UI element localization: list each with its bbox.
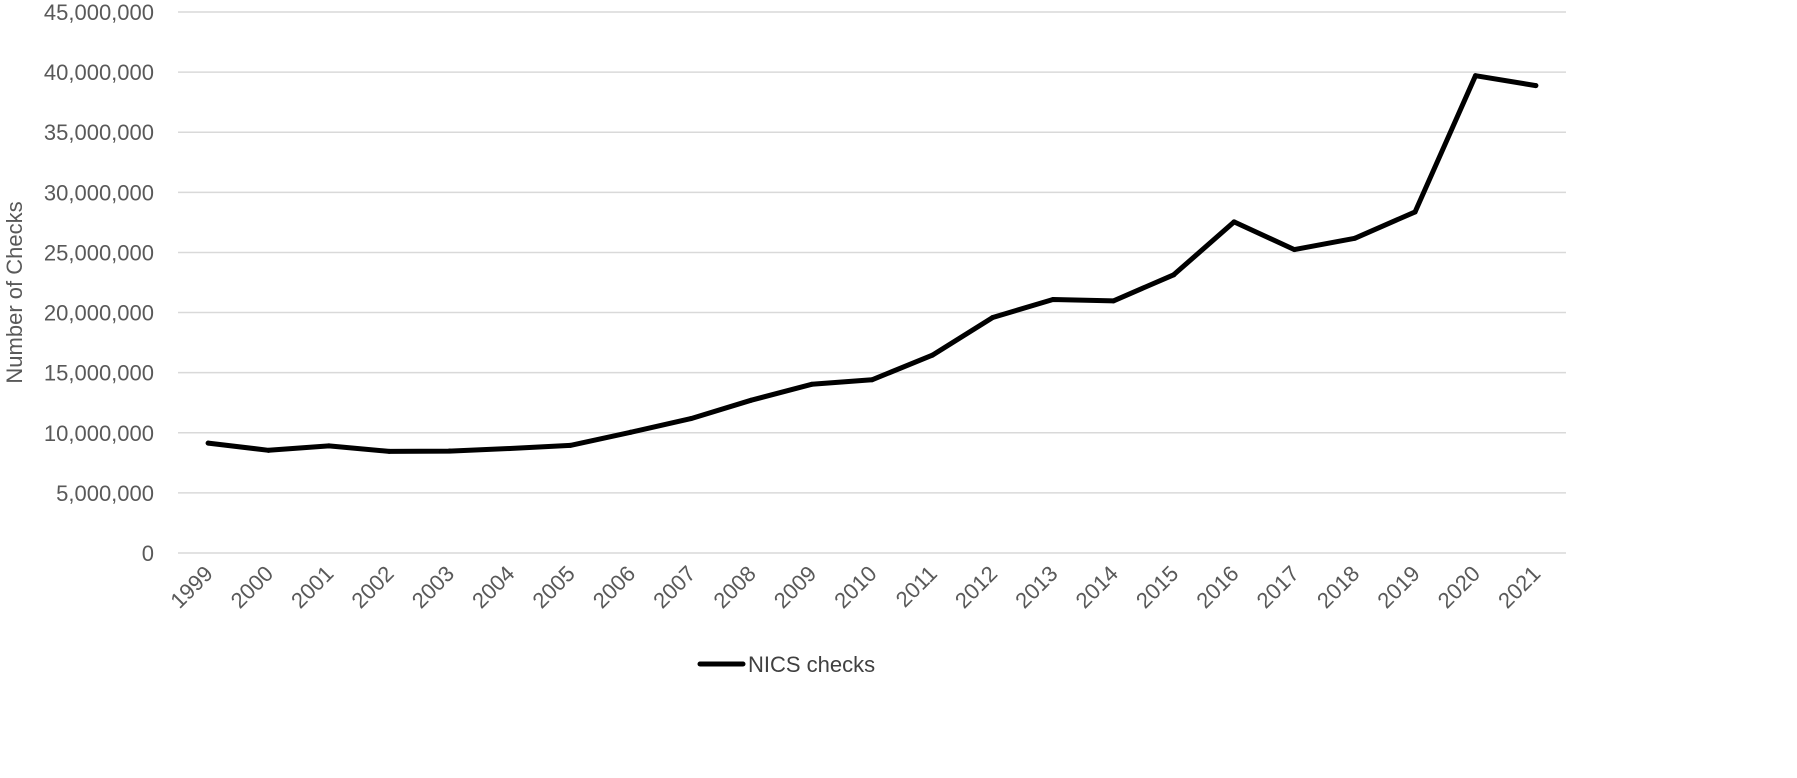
y-axis-tick-labels: 0 5,000,000 10,000,000 15,000,000 20,000,000… [44, 0, 154, 566]
x-tick-label: 2000 [226, 561, 278, 613]
legend-label-nics-checks: NICS checks [748, 652, 875, 677]
data-point [1412, 209, 1418, 215]
y-tick-label: 30,000,000 [44, 180, 154, 205]
data-point [1533, 83, 1539, 89]
x-tick-label: 2020 [1433, 561, 1485, 613]
data-point [869, 377, 875, 383]
x-tick-label: 2005 [528, 561, 580, 613]
data-point [205, 440, 211, 446]
x-tick-label: 2016 [1191, 561, 1243, 613]
data-point [1472, 73, 1478, 79]
data-point [688, 416, 694, 422]
x-tick-label: 2009 [769, 561, 821, 613]
x-tick-label: 2011 [891, 561, 942, 612]
series-layer [205, 73, 1539, 454]
x-tick-label: 2019 [1372, 561, 1424, 613]
y-axis-title: Number of Checks [2, 201, 27, 383]
data-point [929, 352, 935, 358]
y-tick-label: 0 [142, 541, 154, 566]
x-tick-label: 2017 [1252, 561, 1304, 613]
data-point [326, 443, 332, 449]
x-tick-label: 2010 [829, 561, 881, 613]
y-tick-label: 15,000,000 [44, 361, 154, 386]
y-tick-label: 10,000,000 [44, 421, 154, 446]
data-point [748, 397, 754, 403]
x-tick-label: 2014 [1071, 561, 1123, 613]
x-tick-label: 1999 [165, 561, 217, 613]
legend[interactable]: NICS checks [697, 652, 875, 677]
x-tick-label: 2008 [709, 561, 761, 613]
x-tick-label: 2007 [648, 561, 700, 613]
y-tick-label: 45,000,000 [44, 0, 154, 25]
y-tick-label: 40,000,000 [44, 60, 154, 85]
x-tick-label: 2003 [407, 561, 459, 613]
data-point [1352, 235, 1358, 241]
gridlines [178, 11, 1566, 554]
y-tick-label: 20,000,000 [44, 301, 154, 326]
data-point [1291, 247, 1297, 253]
y-tick-label: 5,000,000 [56, 481, 154, 506]
data-point [809, 381, 815, 387]
data-point [628, 429, 634, 435]
x-tick-label: 2021 [1493, 561, 1545, 613]
data-point [386, 448, 392, 454]
x-tick-label: 2013 [1010, 561, 1062, 613]
data-point [507, 446, 513, 452]
x-tick-label: 2006 [588, 561, 640, 613]
data-point [447, 448, 453, 454]
x-tick-label: 2015 [1131, 561, 1183, 613]
data-point [990, 314, 996, 320]
x-axis-tick-labels: 1999 2000 2001 2002 2003 2004 2005 2006 2007 2008… [165, 561, 1545, 613]
data-point [1050, 296, 1056, 302]
data-point [266, 447, 272, 453]
y-tick-label: 35,000,000 [44, 120, 154, 145]
x-tick-label: 2004 [467, 561, 519, 613]
data-point [1110, 298, 1116, 304]
x-tick-label: 2012 [950, 561, 1002, 613]
x-tick-label: 2018 [1312, 561, 1364, 613]
x-tick-label: 2001 [286, 561, 338, 613]
data-point [1231, 219, 1237, 225]
data-point [1171, 272, 1177, 278]
y-tick-label: 25,000,000 [44, 240, 154, 265]
data-point [567, 442, 573, 448]
x-tick-label: 2002 [346, 561, 398, 613]
